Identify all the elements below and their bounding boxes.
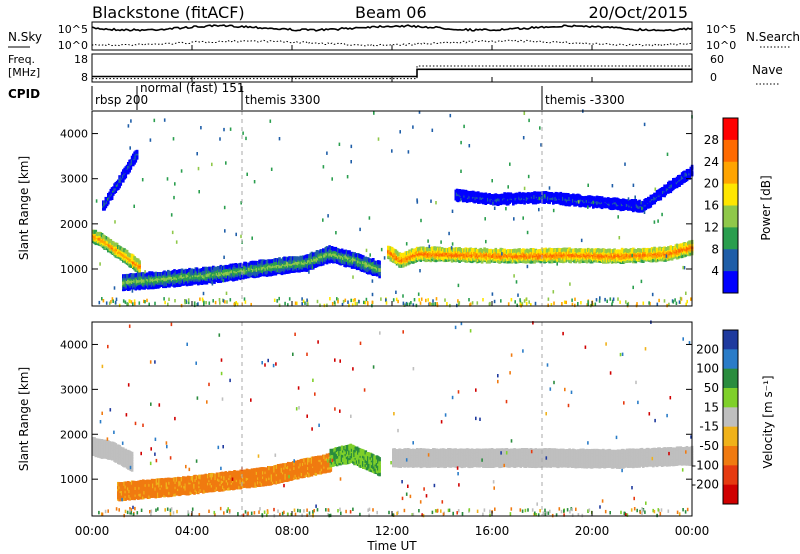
power-cell [115,242,119,247]
power-band-2 [387,239,694,268]
power-band-4 [454,164,694,213]
noise-left-tick-top: 10^5 [58,23,88,36]
power-cell [119,181,123,186]
power-cell [512,193,515,198]
power-scatter-point [229,298,232,302]
power-cell [592,204,595,209]
power-cell [110,196,114,200]
cpid-label: CPID [8,87,40,101]
freq-trace [92,68,692,78]
power-scatter-point [526,264,529,269]
power-scatter-point [468,298,470,302]
date-title: 20/Oct/2015 [588,3,688,22]
power-scatter-point [365,297,368,302]
power-cell [688,174,691,179]
power-scatter-point [243,297,246,301]
power-cell [520,199,524,204]
power-cell [522,192,525,197]
power-cell [378,274,381,279]
noise-sky-label: N.Sky [8,30,42,44]
power-cell [378,271,381,276]
nave-tick-bottom: 0 [710,71,717,84]
noise-search-label: N.Search [746,30,800,44]
power-cell [649,203,653,208]
power-cell [482,197,485,202]
power-cell [138,268,141,273]
power-cell [567,193,570,197]
power-band-1 [122,245,381,292]
noise-right-tick-bottom: 10^0 [706,39,736,52]
power-cell [114,189,118,193]
power-scatter-point [319,303,321,307]
power-scatter-point [611,302,613,306]
power-scatter-point [658,298,660,303]
power-scatter-point [287,303,289,307]
power-cell [604,203,608,208]
freq-unit-label: [MHz] [8,66,40,79]
cpid-mode-2: themis 3300 [245,93,320,107]
noise-left-tick-bottom: 10^0 [58,39,88,52]
power-cell [600,205,604,210]
power-scatter-point [201,271,203,276]
nave-label: Nave [752,63,783,77]
power-scatter-point [586,303,588,307]
power-data [92,109,694,308]
power-cell [553,194,556,199]
power-scatter-point [418,298,420,302]
cpid-mode-3: themis -3300 [545,93,625,107]
power-band-3 [102,149,139,211]
power-scatter-point [485,239,487,244]
power-cell [173,269,176,274]
freq-tick-bottom: 8 [81,71,88,84]
power-scatter-point [348,303,350,308]
power-cell [135,149,139,154]
power-scatter-point [412,303,415,307]
power-cell [523,200,526,205]
power-band-0 [92,229,141,275]
power-scatter-point [507,185,509,189]
power-scatter-point [451,209,454,213]
noise-search-trace [91,39,693,47]
nave-tick-top: 60 [710,53,724,66]
power-scatter-point [440,240,442,244]
power-cell [135,155,139,160]
freq-panel: Freq. [MHz] 18 8 60 0 Nave [8,53,783,85]
noise-sky-trace [91,24,693,32]
power-cell [664,189,668,194]
power-cell [477,191,480,196]
power-scatter-point [547,303,549,307]
power-cell [588,197,591,202]
power-scatter-point [301,301,303,306]
power-cell [378,264,381,269]
power-scatter-point [377,137,380,141]
nave-trace [92,65,692,80]
power-cell [559,201,563,206]
power-cell [124,174,128,179]
power-scatter-point [174,182,176,186]
power-cell [378,260,381,265]
freq-label: Freq. [8,53,35,66]
power-scatter-point [130,300,133,304]
cpid-mode-0: rbsp 200 [95,93,148,107]
power-cell [378,267,381,272]
noise-right-tick-top: 10^5 [706,23,736,36]
power-scatter-point [166,177,169,181]
power-cell [107,200,110,205]
beam-title: Beam 06 [355,3,427,22]
power-scatter-point [522,216,524,220]
freq-tick-top: 18 [74,53,88,66]
power-scatter-point [242,131,244,135]
power-scatter-point [523,299,526,303]
station-title: Blackstone (fitACF) [92,3,245,22]
power-cell [138,260,141,265]
power-cell [94,229,98,234]
power-cell [125,249,129,254]
noise-panel: N.Sky 10^5 10^0 10^5 10^0 N.Search [8,21,800,52]
power-cell [372,258,375,262]
cpid-mode-1: normal (fast) 151 [140,81,244,95]
power-scatter-point [163,118,166,122]
